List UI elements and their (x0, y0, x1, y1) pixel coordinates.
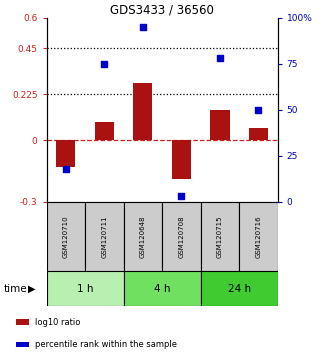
Text: 4 h: 4 h (154, 284, 170, 293)
Text: GSM120716: GSM120716 (256, 215, 261, 258)
Text: GSM120711: GSM120711 (101, 215, 107, 258)
Bar (201, 271, 278, 306)
Text: ▶: ▶ (28, 284, 36, 293)
Text: log10 ratio: log10 ratio (35, 318, 81, 327)
Bar (16, 342, 30, 347)
Point (140, 24, 145, 30)
Bar (201, 202, 239, 271)
Bar (124, 202, 162, 271)
Bar (210, 110, 230, 141)
Point (217, 55, 222, 61)
Bar (16, 320, 30, 325)
Bar (47, 202, 85, 271)
Bar (95, 122, 114, 141)
Point (256, 107, 261, 113)
Bar (172, 141, 191, 179)
Bar (124, 271, 201, 306)
Bar (162, 202, 201, 271)
Text: 1 h: 1 h (77, 284, 93, 293)
Text: GSM120715: GSM120715 (217, 215, 223, 258)
Text: GSM120708: GSM120708 (178, 215, 184, 258)
Bar (47, 271, 124, 306)
Bar (239, 202, 278, 271)
Text: percentile rank within the sample: percentile rank within the sample (35, 340, 178, 349)
Point (63, 166, 68, 171)
Bar (133, 83, 152, 141)
Point (179, 193, 184, 199)
Text: GSM120710: GSM120710 (63, 215, 69, 258)
Bar (249, 128, 268, 141)
Bar (85, 202, 124, 271)
Title: GDS3433 / 36560: GDS3433 / 36560 (110, 4, 214, 17)
Text: GSM120648: GSM120648 (140, 215, 146, 258)
Point (102, 61, 107, 67)
Text: 24 h: 24 h (228, 284, 251, 293)
Bar (56, 141, 75, 167)
Text: time: time (3, 284, 27, 293)
